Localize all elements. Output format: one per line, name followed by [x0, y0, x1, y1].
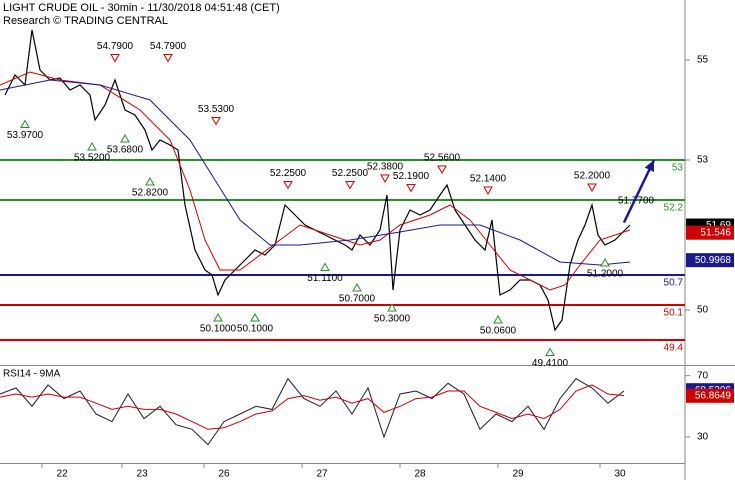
x-tick-label: 26	[218, 469, 230, 480]
series-line	[0, 384, 625, 430]
level-label: 53	[672, 163, 684, 174]
last-value-label: 56.8649	[695, 390, 732, 401]
x-tick-label: 22	[56, 469, 68, 480]
y-tick-label: 55	[697, 55, 709, 66]
x-tick-label: 27	[316, 469, 328, 480]
trough-marker	[250, 312, 260, 322]
peak-marker	[587, 183, 597, 193]
trough-label: 53.5200	[74, 153, 111, 164]
peak-marker	[406, 184, 416, 193]
level-label: 52.2	[664, 203, 684, 214]
trough-marker	[320, 262, 330, 271]
peak-label: 52.2500	[270, 168, 307, 179]
last-value-badge	[686, 225, 734, 240]
level-label: 49.4	[664, 343, 684, 354]
series-line	[4, 29, 631, 332]
peak-label: 54.7900	[150, 41, 187, 52]
trough-marker	[387, 302, 397, 312]
trough-label: 50.3000	[374, 314, 411, 325]
trough-label: 50.0600	[480, 326, 517, 337]
trough-label: 51.1100	[307, 273, 343, 284]
peak-label: 52.3800	[367, 162, 404, 173]
peak-label: 52.2000	[574, 171, 611, 182]
trough-marker	[213, 312, 223, 322]
last-value-badge	[686, 253, 734, 268]
trough-marker	[87, 141, 97, 151]
series-line	[0, 79, 631, 266]
trough-label: 49.4100	[532, 358, 569, 369]
trough-label: 50.1000	[200, 324, 237, 335]
trough-marker	[120, 133, 130, 143]
peak-label: 54.7900	[97, 41, 134, 52]
x-tick-label: 29	[512, 469, 524, 480]
trough-marker	[20, 119, 30, 128]
peak-label: 53.5300	[198, 104, 235, 115]
peak-marker	[380, 174, 390, 184]
trough-label: 52.8200	[132, 188, 169, 199]
arrow-head	[644, 160, 654, 172]
y-tick-label: 30	[697, 432, 709, 443]
trough-label: 50.7000	[339, 294, 376, 305]
peak-marker	[211, 117, 221, 126]
last-value-badge	[686, 388, 734, 403]
trough-marker	[545, 347, 555, 356]
peak-marker	[283, 181, 293, 190]
peak-label: 52.5600	[424, 153, 461, 164]
x-tick-label: 23	[136, 469, 148, 480]
trough-marker	[352, 282, 362, 292]
peak-label: 52.1900	[393, 171, 430, 182]
trough-label: 53.6800	[107, 145, 144, 156]
y-tick-label: 53	[697, 155, 709, 166]
projection-arrow	[622, 159, 656, 224]
y-tick-label: 70	[697, 370, 709, 381]
peak-marker	[345, 181, 355, 190]
peak-label: 52.1400	[470, 174, 507, 185]
chart-title: LIGHT CRUDE OIL - 30min - 11/30/2018 04:…	[3, 2, 280, 14]
y-tick-label: 50	[697, 305, 709, 316]
x-tick-label: 30	[614, 469, 626, 480]
chart-subtitle: Research © TRADING CENTRAL	[3, 15, 168, 27]
peak-marker	[110, 54, 120, 63]
level-label: 50.1	[664, 308, 684, 319]
rsi-title: RSI14 - 9MA	[3, 369, 61, 380]
trough-marker	[145, 176, 155, 186]
peak-marker	[163, 54, 173, 63]
trough-label: 50.1000	[237, 324, 274, 335]
peak-marker	[483, 186, 493, 196]
trough-marker	[600, 257, 610, 267]
peak-label: 52.2500	[332, 168, 369, 179]
x-tick-label: 28	[414, 469, 426, 480]
last-value-label: 50.9968	[695, 255, 732, 266]
last-value-label: 51.546	[700, 227, 731, 238]
peak-marker	[437, 165, 447, 175]
trough-label: 53.9700	[7, 130, 44, 141]
series-line	[0, 377, 625, 446]
note-label: 51.7700	[618, 196, 655, 207]
trough-marker	[493, 314, 503, 324]
level-label: 50.7	[664, 278, 684, 289]
trough-label: 51.2000	[587, 269, 624, 280]
last-value-label: 51.69	[706, 220, 731, 231]
